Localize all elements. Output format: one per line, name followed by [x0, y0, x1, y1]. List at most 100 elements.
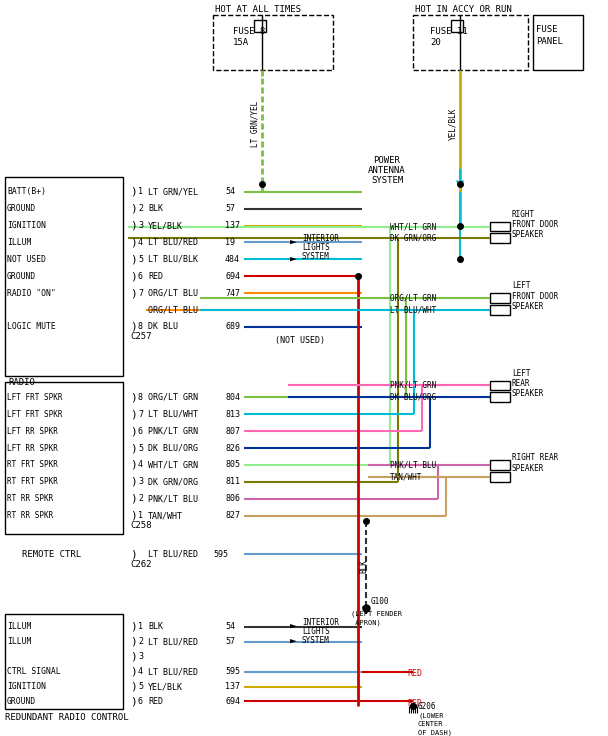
Text: LEFT
REAR
SPEAKER: LEFT REAR SPEAKER: [512, 369, 544, 398]
Text: LIGHTS: LIGHTS: [302, 627, 330, 637]
Text: 6: 6: [138, 272, 143, 280]
Text: ): ): [130, 477, 137, 486]
Text: 4: 4: [138, 238, 143, 247]
Text: 689: 689: [225, 322, 240, 331]
Text: BLK: BLK: [148, 204, 163, 213]
Text: 7: 7: [138, 289, 143, 297]
Text: ): ): [130, 187, 137, 197]
Text: 2: 2: [138, 204, 143, 213]
Text: 813: 813: [225, 410, 240, 419]
Text: RADIO "ON": RADIO "ON": [7, 289, 56, 297]
Bar: [451, 20, 463, 32]
Text: RED: RED: [148, 272, 163, 280]
Bar: [5, 383, 123, 534]
Text: YEL/BLK: YEL/BLK: [148, 221, 183, 230]
Text: G206: G206: [418, 702, 437, 711]
Text: 5: 5: [138, 682, 143, 691]
Bar: [533, 15, 583, 69]
Text: (LOWER: (LOWER: [418, 712, 443, 718]
Text: 827: 827: [225, 511, 240, 520]
Text: 3: 3: [138, 221, 143, 230]
Text: BLK: BLK: [148, 623, 163, 631]
Text: HOT IN ACCY OR RUN: HOT IN ACCY OR RUN: [415, 5, 512, 15]
Text: REMOTE CTRL: REMOTE CTRL: [22, 550, 81, 559]
Text: ): ): [130, 494, 137, 503]
Text: 595: 595: [213, 550, 228, 559]
Text: ): ): [130, 460, 137, 470]
Text: LT BLU/WHT: LT BLU/WHT: [390, 305, 437, 314]
Text: DK GRN/ORG: DK GRN/ORG: [390, 234, 437, 243]
Text: ): ): [130, 255, 137, 264]
Text: 3: 3: [138, 652, 143, 661]
Text: OF DASH): OF DASH): [418, 730, 452, 736]
Text: POWER: POWER: [373, 157, 401, 166]
Text: C262: C262: [130, 560, 151, 569]
Text: ): ): [130, 271, 137, 281]
Text: LT BLU/RED: LT BLU/RED: [148, 667, 198, 676]
Text: 3: 3: [138, 478, 143, 486]
Bar: [490, 222, 510, 232]
Text: 20: 20: [430, 38, 441, 47]
Text: SYSTEM: SYSTEM: [371, 177, 403, 185]
Text: LOGIC MUTE: LOGIC MUTE: [7, 322, 56, 331]
Text: DK GRN/ORG: DK GRN/ORG: [148, 478, 198, 486]
Text: 595: 595: [225, 667, 240, 676]
Text: ORG/LT BLU: ORG/LT BLU: [148, 289, 198, 297]
Bar: [5, 177, 123, 375]
Text: DK BLU/ORG: DK BLU/ORG: [390, 393, 437, 402]
Text: ): ): [130, 511, 137, 520]
Text: IGNITION: IGNITION: [7, 221, 46, 230]
Bar: [254, 20, 266, 32]
Text: LT BLU/BLK: LT BLU/BLK: [148, 255, 198, 263]
Text: ): ): [130, 622, 137, 632]
Text: ): ): [130, 667, 137, 676]
Text: TAN/WHT: TAN/WHT: [148, 511, 183, 520]
Text: 484: 484: [225, 255, 240, 263]
Text: 57: 57: [225, 637, 235, 646]
Text: ): ): [130, 696, 137, 707]
Text: RED: RED: [407, 669, 422, 678]
Text: RIGHT REAR
SPEAKER: RIGHT REAR SPEAKER: [512, 453, 558, 473]
Text: INTERIOR: INTERIOR: [302, 618, 339, 627]
Text: YEL/BLK: YEL/BLK: [148, 682, 183, 691]
Text: APRON): APRON): [351, 620, 381, 626]
Bar: [490, 305, 510, 315]
Text: GROUND: GROUND: [7, 272, 36, 280]
Text: LT BLU/RED: LT BLU/RED: [148, 637, 198, 646]
Text: LT BLU/WHT: LT BLU/WHT: [148, 410, 198, 419]
Bar: [413, 15, 528, 69]
Text: 137: 137: [225, 221, 240, 230]
Text: LIGHTS: LIGHTS: [302, 243, 330, 252]
Text: ): ): [130, 682, 137, 692]
Bar: [490, 460, 510, 470]
Text: RED: RED: [407, 699, 422, 708]
Text: 8: 8: [138, 322, 143, 331]
Text: LT GRN/YEL: LT GRN/YEL: [250, 101, 259, 147]
Text: 54: 54: [225, 187, 235, 197]
Text: LEFT
FRONT DOOR
SPEAKER: LEFT FRONT DOOR SPEAKER: [512, 281, 558, 311]
Text: ►: ►: [290, 637, 297, 647]
Bar: [490, 381, 510, 390]
Text: ): ): [130, 426, 137, 436]
Text: LFT RR SPKR: LFT RR SPKR: [7, 444, 58, 453]
Text: ORG/LT BLU: ORG/LT BLU: [148, 305, 198, 314]
Text: (LEFT FENDER: (LEFT FENDER: [351, 611, 402, 618]
Text: 826: 826: [225, 444, 240, 453]
Text: ORG/LT GRN: ORG/LT GRN: [390, 294, 437, 302]
Text: ►: ►: [290, 238, 297, 247]
Text: NOT USED: NOT USED: [7, 255, 46, 263]
Text: 747: 747: [225, 289, 240, 297]
Bar: [5, 614, 123, 710]
Text: RADIO: RADIO: [8, 378, 35, 387]
Text: LT GRN/YEL: LT GRN/YEL: [148, 187, 198, 197]
Text: 804: 804: [225, 393, 240, 402]
Text: ): ): [130, 238, 137, 247]
Text: LFT RR SPKR: LFT RR SPKR: [7, 427, 58, 436]
Text: 4: 4: [138, 461, 143, 470]
Text: 54: 54: [225, 623, 235, 631]
Text: PNK/LT BLU: PNK/LT BLU: [390, 461, 437, 470]
Text: 805: 805: [225, 461, 240, 470]
Text: C258: C258: [130, 521, 151, 530]
Text: LFT FRT SPKR: LFT FRT SPKR: [7, 393, 63, 402]
Bar: [490, 392, 510, 403]
